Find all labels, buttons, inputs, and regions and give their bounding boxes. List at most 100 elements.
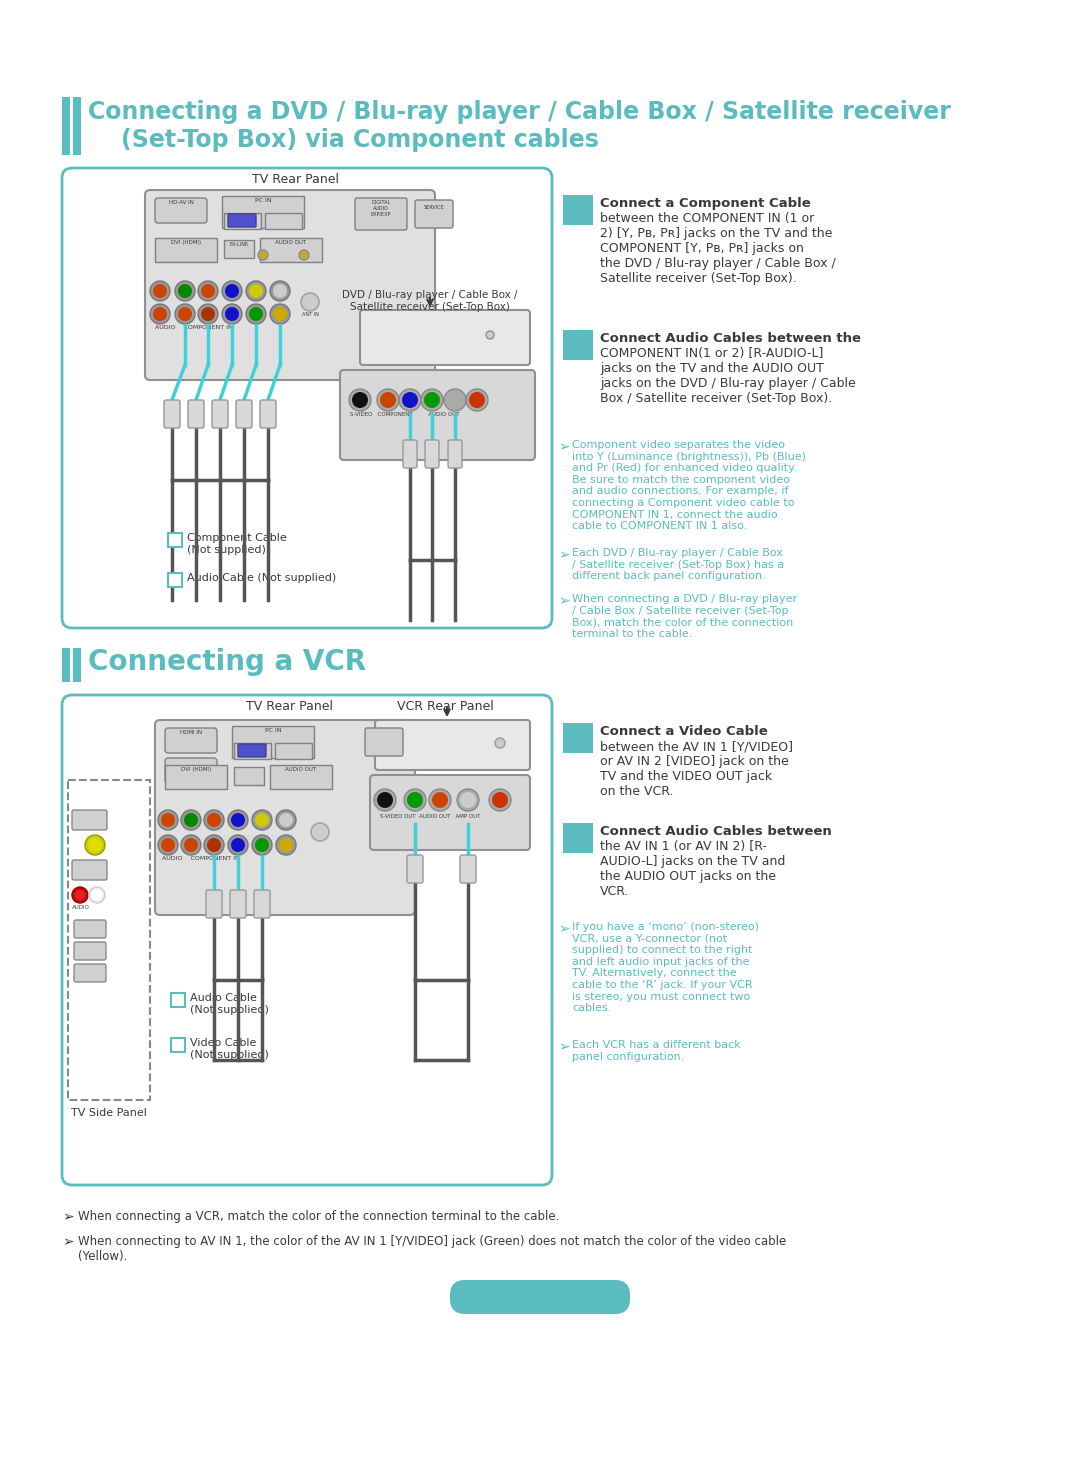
Text: DVI (HDMI): DVI (HDMI) <box>181 768 211 772</box>
FancyBboxPatch shape <box>164 400 180 428</box>
Text: Each VCR has a different back
panel configuration.: Each VCR has a different back panel conf… <box>572 1040 741 1061</box>
Circle shape <box>153 307 167 322</box>
Text: HDMI IN: HDMI IN <box>180 731 202 735</box>
Circle shape <box>404 788 426 811</box>
Text: TV Side Panel: TV Side Panel <box>71 1109 147 1117</box>
Text: 2: 2 <box>175 994 181 1003</box>
Circle shape <box>72 888 87 903</box>
Circle shape <box>225 285 239 298</box>
Circle shape <box>255 837 269 852</box>
Text: PC: PC <box>239 215 245 219</box>
Text: When connecting a DVD / Blu-ray player
/ Cable Box / Satellite receiver (Set-Top: When connecting a DVD / Blu-ray player /… <box>572 594 797 639</box>
Circle shape <box>153 285 167 298</box>
Circle shape <box>249 307 264 322</box>
Text: VIDEO: VIDEO <box>80 863 97 867</box>
Text: ANT IN: ANT IN <box>301 313 319 317</box>
Circle shape <box>460 791 476 808</box>
FancyBboxPatch shape <box>375 720 530 771</box>
Text: Connect a Video Cable: Connect a Video Cable <box>600 725 768 738</box>
Text: AUDIO OUT: AUDIO OUT <box>285 768 316 772</box>
Circle shape <box>249 285 264 298</box>
Text: DVD / Blu-ray player / Cable Box /
Satellite receiver (Set-Top Box): DVD / Blu-ray player / Cable Box / Satel… <box>342 290 517 311</box>
Text: COMPONENT IN(1 or 2) [R-AUDIO-L]
jacks on the TV and the AUDIO OUT
jacks on the : COMPONENT IN(1 or 2) [R-AUDIO-L] jacks o… <box>600 347 855 405</box>
Circle shape <box>279 814 293 827</box>
Circle shape <box>421 388 443 411</box>
Text: 1: 1 <box>172 534 178 544</box>
Circle shape <box>270 304 291 325</box>
Circle shape <box>222 282 242 301</box>
Bar <box>563 330 593 360</box>
Circle shape <box>222 304 242 325</box>
Bar <box>563 196 593 225</box>
FancyBboxPatch shape <box>206 891 222 917</box>
Circle shape <box>92 889 103 901</box>
Circle shape <box>252 811 272 830</box>
Circle shape <box>447 393 463 408</box>
FancyBboxPatch shape <box>254 891 270 917</box>
Circle shape <box>300 252 308 258</box>
Circle shape <box>161 814 175 827</box>
Bar <box>73 648 81 682</box>
Text: AUDIO: AUDIO <box>274 215 292 219</box>
Text: (Set-Top Box) via Component cables: (Set-Top Box) via Component cables <box>87 127 599 153</box>
Circle shape <box>486 330 494 339</box>
Text: When connecting to AV IN 1, the color of the AV IN 1 [Y/VIDEO] jack (Green) does: When connecting to AV IN 1, the color of… <box>78 1235 786 1263</box>
FancyBboxPatch shape <box>407 855 423 883</box>
FancyBboxPatch shape <box>165 728 217 753</box>
Text: ➢: ➢ <box>62 1235 73 1249</box>
Circle shape <box>246 282 266 301</box>
FancyBboxPatch shape <box>450 1280 630 1315</box>
FancyBboxPatch shape <box>188 400 204 428</box>
Text: between the COMPONENT IN (1 or
2) [Y, Pʙ, Pʀ] jacks on the TV and the
COMPONENT : between the COMPONENT IN (1 or 2) [Y, Pʙ… <box>600 212 836 285</box>
FancyBboxPatch shape <box>460 855 476 883</box>
Text: AUDIO    COMPONENT IN: AUDIO COMPONENT IN <box>162 857 240 861</box>
Circle shape <box>444 388 465 411</box>
Circle shape <box>380 393 396 408</box>
Text: AUDIO OUT: AUDIO OUT <box>275 240 307 245</box>
Text: Connect Audio Cables between the: Connect Audio Cables between the <box>600 332 861 345</box>
Circle shape <box>273 285 287 298</box>
Text: 1: 1 <box>571 197 584 216</box>
FancyBboxPatch shape <box>75 943 106 960</box>
Circle shape <box>377 791 393 808</box>
Text: SERVICE: SERVICE <box>423 205 444 210</box>
Bar <box>222 196 303 228</box>
Text: EX-LINK: EX-LINK <box>229 242 248 247</box>
FancyBboxPatch shape <box>75 963 106 983</box>
FancyBboxPatch shape <box>260 400 276 428</box>
Text: S-VIDEO OUT  AUDIO OUT   AMP OUT: S-VIDEO OUT AUDIO OUT AMP OUT <box>380 814 481 820</box>
Circle shape <box>276 811 296 830</box>
Circle shape <box>175 282 195 301</box>
Text: HD-AV IN: HD-AV IN <box>168 200 193 205</box>
FancyBboxPatch shape <box>212 400 228 428</box>
Circle shape <box>231 837 245 852</box>
Circle shape <box>352 393 368 408</box>
FancyBboxPatch shape <box>238 744 266 757</box>
Circle shape <box>311 823 329 840</box>
Circle shape <box>399 388 421 411</box>
Text: Audio Cable
(Not supplied): Audio Cable (Not supplied) <box>190 993 269 1015</box>
Bar <box>165 765 227 788</box>
Circle shape <box>181 834 201 855</box>
Text: Each DVD / Blu-ray player / Cable Box
/ Satellite receiver (Set-Top Box) has a
d: Each DVD / Blu-ray player / Cable Box / … <box>572 548 784 581</box>
Text: PC IN: PC IN <box>255 199 271 203</box>
Bar <box>224 240 254 258</box>
Bar <box>156 239 217 262</box>
Text: AV IN 2: AV IN 2 <box>79 812 99 817</box>
Circle shape <box>457 788 480 811</box>
Text: TV Rear Panel: TV Rear Panel <box>252 173 338 187</box>
Circle shape <box>429 788 451 811</box>
Text: the AV IN 1 (or AV IN 2) [R-
AUDIO-L] jacks on the TV and
the AUDIO OUT jacks on: the AV IN 1 (or AV IN 2) [R- AUDIO-L] ja… <box>600 840 785 898</box>
FancyBboxPatch shape <box>340 370 535 459</box>
Text: Video Cable
(Not supplied): Video Cable (Not supplied) <box>190 1037 269 1060</box>
Circle shape <box>407 791 423 808</box>
Circle shape <box>198 282 218 301</box>
Bar <box>68 780 150 1100</box>
Circle shape <box>299 250 309 259</box>
Bar <box>73 96 81 156</box>
Circle shape <box>178 285 192 298</box>
Text: AUDIO: AUDIO <box>72 906 90 910</box>
Circle shape <box>495 738 505 748</box>
Circle shape <box>273 307 287 322</box>
Text: PC IN: PC IN <box>265 728 281 734</box>
